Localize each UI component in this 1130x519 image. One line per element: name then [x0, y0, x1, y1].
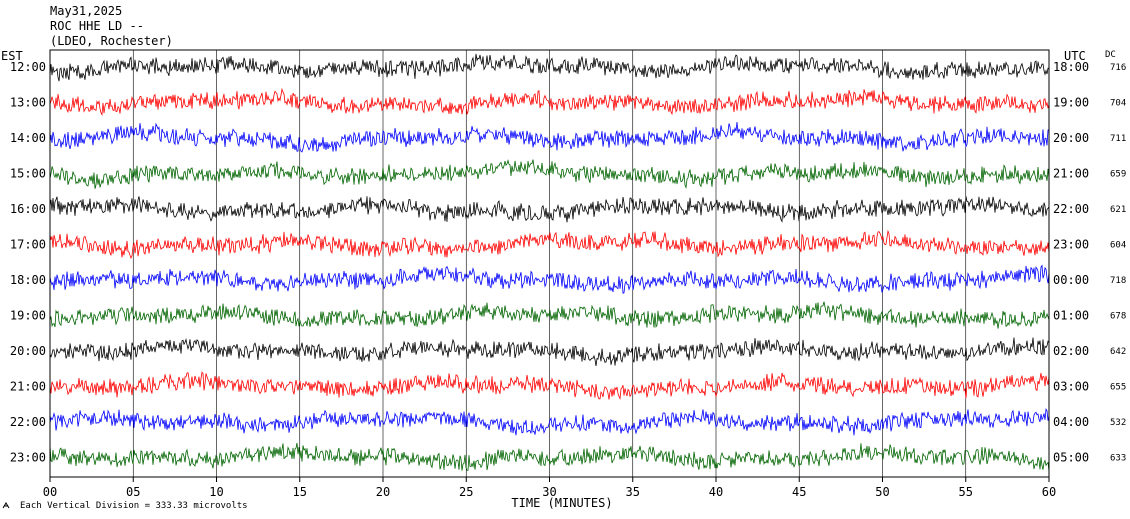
x-tick-label-50: 50 — [875, 485, 889, 499]
plot-frame — [49, 49, 1050, 478]
header-network: (LDEO, Rochester) — [50, 34, 173, 48]
x-tick-label-60: 60 — [1042, 485, 1056, 499]
trace-1200 — [49, 53, 1050, 82]
utc-hour-label: 19:00 — [1053, 96, 1089, 110]
x-tick-label-30: 30 — [542, 485, 556, 499]
utc-hour-label: 22:00 — [1053, 202, 1089, 216]
est-hour-label: 19:00 — [10, 309, 46, 323]
est-axis-title: EST — [1, 49, 23, 63]
est-hour-label: 16:00 — [10, 202, 46, 216]
x-axis-label: TIME (MINUTES) — [511, 496, 612, 510]
trace-2100 — [49, 371, 1050, 400]
est-hour-label: 12:00 — [10, 60, 46, 74]
x-tick-label-10: 10 — [209, 485, 223, 499]
dc-value-label: 718 — [1110, 276, 1126, 286]
utc-hour-label: 18:00 — [1053, 60, 1089, 74]
utc-hour-label: 21:00 — [1053, 167, 1089, 181]
utc-hour-label: 04:00 — [1053, 415, 1089, 429]
dc-value-label: 678 — [1110, 312, 1126, 322]
trace-1300 — [49, 87, 1050, 116]
est-hour-label: 21:00 — [10, 380, 46, 394]
x-tick-label-40: 40 — [709, 485, 723, 499]
x-tick-label-20: 20 — [376, 485, 390, 499]
est-hour-label: 23:00 — [10, 451, 46, 465]
x-tick-label-25: 25 — [459, 485, 473, 499]
utc-hour-label: 20:00 — [1053, 131, 1089, 145]
est-hour-label: 18:00 — [10, 273, 46, 287]
dc-value-label: 655 — [1110, 383, 1126, 393]
dc-value-label: 704 — [1110, 99, 1126, 109]
trace-2200 — [49, 407, 1050, 436]
trace-1400 — [49, 121, 1050, 153]
est-hour-label: 13:00 — [10, 96, 46, 110]
dc-value-label: 716 — [1110, 63, 1126, 73]
x-tick-label-05: 05 — [126, 485, 140, 499]
utc-axis-title: UTC — [1064, 49, 1086, 63]
trace-1900 — [49, 301, 1050, 329]
utc-hour-label: 23:00 — [1053, 238, 1089, 252]
trace-1500 — [49, 159, 1050, 190]
trace-1700 — [49, 229, 1050, 260]
x-tick-label-45: 45 — [792, 485, 806, 499]
utc-hour-label: 02:00 — [1053, 344, 1089, 358]
scale-footer: Each Vertical Division = 333.33 microvol… — [20, 501, 248, 511]
dc-value-label: 532 — [1110, 418, 1126, 428]
dc-value-label: 642 — [1110, 347, 1126, 357]
network-logo — [2, 502, 10, 509]
est-hour-label: 15:00 — [10, 167, 46, 181]
trace-1800 — [49, 264, 1050, 294]
dc-value-label: 633 — [1110, 454, 1126, 464]
trace-2000 — [49, 337, 1050, 366]
dc-value-label: 659 — [1110, 170, 1126, 180]
trace-1600 — [49, 196, 1050, 223]
trace-2300 — [49, 442, 1050, 472]
dc-title: DC — [1105, 50, 1116, 60]
utc-hour-label: 03:00 — [1053, 380, 1089, 394]
dc-value-label: 711 — [1110, 134, 1126, 144]
est-hour-label: 17:00 — [10, 238, 46, 252]
utc-hour-label: 05:00 — [1053, 451, 1089, 465]
x-tick-label-55: 55 — [959, 485, 973, 499]
est-hour-label: 20:00 — [10, 344, 46, 358]
x-tick-label-35: 35 — [626, 485, 640, 499]
header-station: ROC HHE LD -- — [50, 19, 144, 33]
x-tick-label-15: 15 — [293, 485, 307, 499]
est-hour-label: 22:00 — [10, 415, 46, 429]
x-tick-label-00: 00 — [43, 485, 57, 499]
dc-value-label: 604 — [1110, 241, 1126, 251]
est-hour-label: 14:00 — [10, 131, 46, 145]
dc-value-label: 621 — [1110, 205, 1126, 215]
utc-hour-label: 01:00 — [1053, 309, 1089, 323]
header-date: May31,2025 — [50, 4, 123, 18]
utc-hour-label: 00:00 — [1053, 273, 1089, 287]
